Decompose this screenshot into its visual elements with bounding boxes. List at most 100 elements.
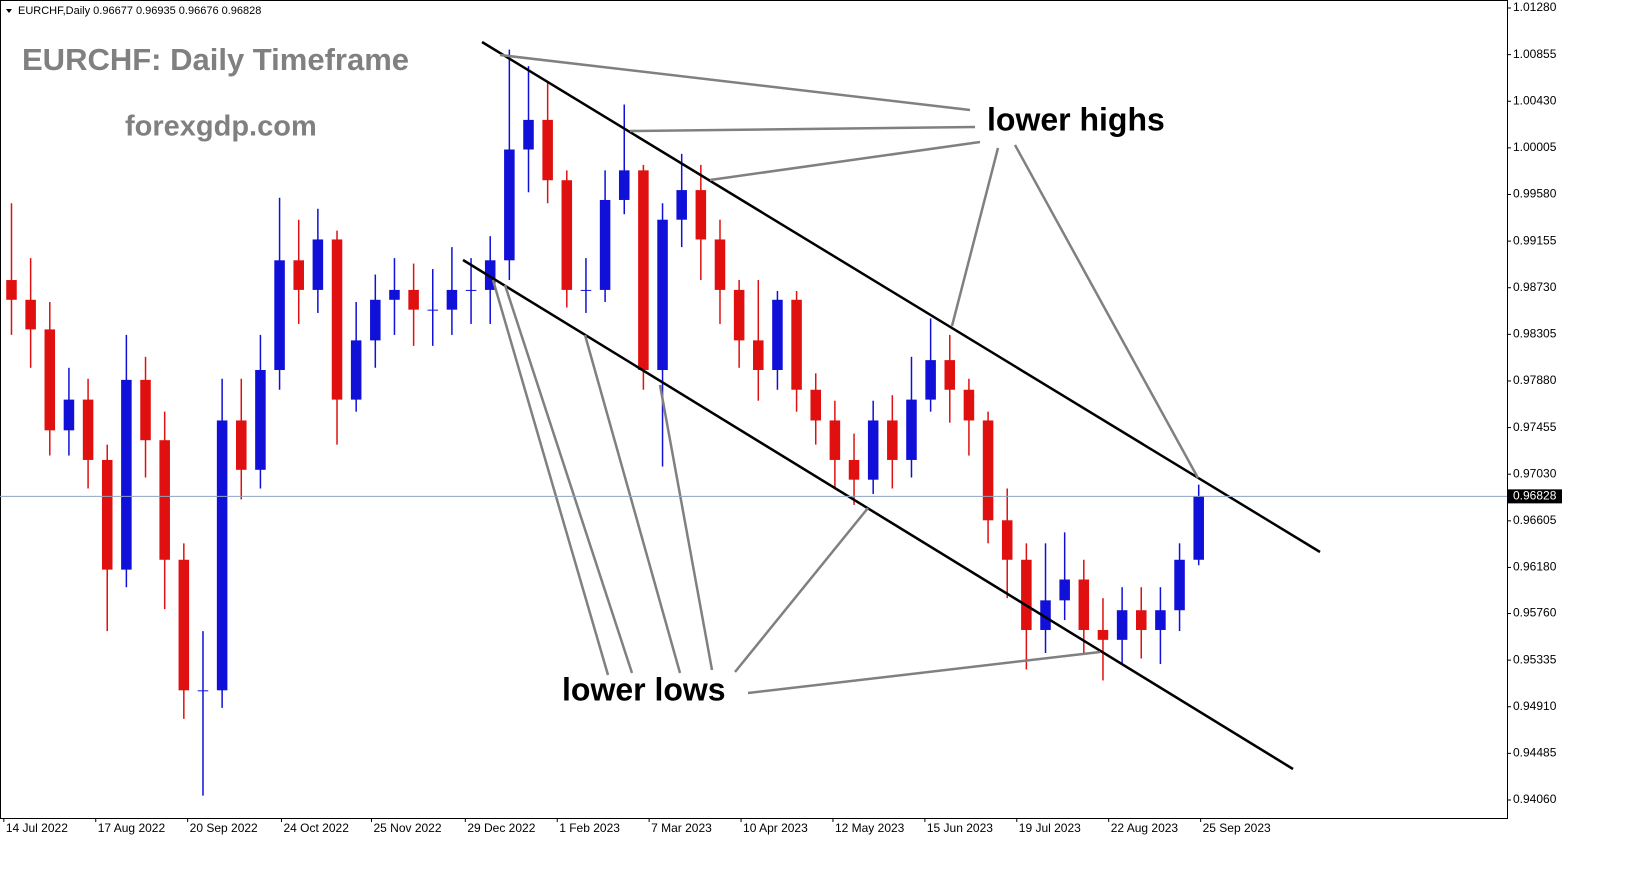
body bbox=[25, 299, 36, 330]
annotation: lower highs bbox=[987, 101, 1165, 137]
channel bbox=[462, 40, 1321, 771]
body bbox=[197, 690, 209, 692]
pointer bbox=[658, 384, 714, 671]
body bbox=[867, 420, 879, 480]
y-tick-label: 0.99580 bbox=[1513, 187, 1557, 201]
body bbox=[1059, 579, 1070, 601]
body bbox=[982, 420, 994, 521]
y-tick-label: 0.99155 bbox=[1513, 233, 1557, 247]
body bbox=[887, 420, 898, 460]
y-tick-label: 0.96605 bbox=[1513, 513, 1557, 527]
x-tick-label: 1 Feb 2023 bbox=[559, 821, 620, 835]
body bbox=[848, 459, 860, 480]
pointer bbox=[734, 507, 869, 673]
lower-channel-line bbox=[462, 258, 1294, 771]
y-tick-label: 0.95760 bbox=[1513, 606, 1557, 620]
body bbox=[733, 289, 745, 341]
body bbox=[1155, 610, 1166, 630]
body bbox=[427, 309, 439, 311]
pointer bbox=[747, 650, 1101, 695]
body bbox=[772, 299, 783, 370]
body bbox=[140, 379, 151, 441]
body bbox=[1021, 559, 1032, 630]
body bbox=[906, 399, 917, 460]
body bbox=[695, 190, 707, 240]
x-tick-label: 10 Apr 2023 bbox=[743, 821, 808, 835]
body bbox=[216, 420, 228, 691]
body bbox=[408, 289, 419, 310]
x-tick-label: 15 Jun 2023 bbox=[927, 821, 993, 835]
body bbox=[159, 440, 170, 560]
pointer bbox=[503, 284, 634, 674]
menu-arrow bbox=[6, 9, 12, 13]
y-tick-label: 0.97030 bbox=[1513, 466, 1557, 480]
body bbox=[465, 289, 477, 291]
body bbox=[484, 260, 496, 290]
pointer bbox=[1013, 144, 1200, 479]
body bbox=[618, 170, 630, 200]
body bbox=[82, 399, 94, 460]
y-tick-label: 0.94060 bbox=[1513, 792, 1557, 806]
body bbox=[63, 399, 75, 431]
y-tick-label: 0.98305 bbox=[1513, 327, 1557, 341]
body bbox=[944, 360, 956, 390]
x-tick-label: 25 Nov 2022 bbox=[373, 821, 441, 835]
y-tick-label: 0.96180 bbox=[1513, 560, 1557, 574]
body bbox=[1174, 559, 1185, 611]
body bbox=[676, 190, 687, 220]
body bbox=[542, 119, 553, 181]
x-tick-label: 19 Jul 2023 bbox=[1019, 821, 1081, 835]
current-price-label: 0.96828 bbox=[1513, 489, 1557, 503]
body bbox=[1193, 496, 1204, 560]
chart-title: EURCHF: Daily Timeframe bbox=[22, 42, 409, 77]
body bbox=[810, 389, 821, 421]
body bbox=[178, 559, 190, 691]
body bbox=[580, 289, 592, 291]
x-tick-label: 7 Mar 2023 bbox=[651, 821, 712, 835]
x-tick-label: 20 Sep 2022 bbox=[190, 821, 258, 835]
x-tick-label: 17 Aug 2022 bbox=[98, 821, 166, 835]
y-tick-label: 0.97455 bbox=[1513, 420, 1557, 434]
body bbox=[753, 340, 764, 370]
body bbox=[504, 149, 515, 261]
body bbox=[925, 360, 936, 400]
plot-frame bbox=[0, 0, 1508, 819]
current-price-box bbox=[1508, 489, 1562, 504]
header: EURCHF,Daily 0.96677 0.96935 0.96676 0.9… bbox=[18, 5, 261, 17]
body bbox=[829, 420, 841, 460]
subtitle: forexgdp.com bbox=[125, 111, 317, 143]
body bbox=[293, 260, 304, 290]
body bbox=[312, 239, 324, 290]
body bbox=[274, 260, 285, 370]
body bbox=[1097, 629, 1109, 640]
y-tick-label: 1.00855 bbox=[1513, 47, 1557, 61]
candles bbox=[6, 49, 1204, 796]
body bbox=[714, 239, 726, 290]
x-tick-label: 24 Oct 2022 bbox=[283, 821, 349, 835]
pointer bbox=[583, 334, 682, 674]
body bbox=[963, 389, 975, 421]
y-tick-label: 1.00430 bbox=[1513, 93, 1557, 107]
pointer bbox=[491, 279, 610, 676]
y-tick-label: 0.94910 bbox=[1513, 699, 1557, 713]
x-tick-label: 25 Sep 2023 bbox=[1203, 821, 1271, 835]
body bbox=[599, 199, 611, 290]
body bbox=[446, 289, 458, 310]
body bbox=[101, 459, 113, 570]
body bbox=[1116, 610, 1128, 640]
body bbox=[657, 219, 668, 370]
body bbox=[638, 170, 649, 370]
annotation: lower lows bbox=[562, 671, 726, 707]
body bbox=[331, 239, 343, 400]
x-tick-label: 29 Dec 2022 bbox=[467, 821, 535, 835]
y-tick-label: 0.95335 bbox=[1513, 652, 1557, 666]
x-tick-label: 14 Jul 2022 bbox=[6, 821, 68, 835]
body bbox=[523, 119, 534, 150]
body bbox=[236, 420, 247, 470]
pointer bbox=[709, 140, 981, 182]
x-tick-label: 22 Aug 2023 bbox=[1111, 821, 1179, 835]
y-tick-label: 0.97880 bbox=[1513, 373, 1557, 387]
upper-channel-line bbox=[481, 40, 1321, 554]
y-tick-label: 1.00005 bbox=[1513, 140, 1557, 154]
